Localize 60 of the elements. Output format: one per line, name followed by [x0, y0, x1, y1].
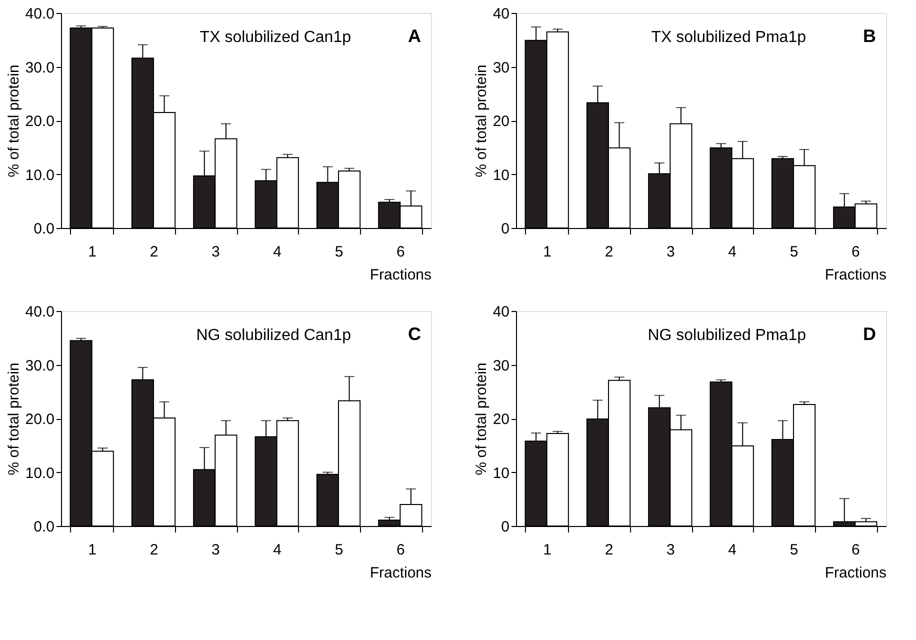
x-tick-label: 4 — [728, 542, 737, 558]
x-tick-label: 2 — [604, 244, 614, 260]
x-tick-label: 5 — [790, 542, 798, 558]
x-tick-label: 1 — [88, 542, 97, 558]
x-tick-label: 2 — [150, 542, 158, 558]
y-tick-label: 20.0 — [25, 113, 54, 130]
text: TX solubilized Can1p — [200, 29, 352, 46]
text: NG solubilized Can1p — [196, 327, 352, 344]
y-tick-label: 30.0 — [25, 59, 54, 76]
x-tick-label: 5 — [790, 244, 798, 260]
y-tick-label: 40 — [492, 304, 510, 320]
annotation: D — [863, 324, 876, 344]
y-tick-label: 0.0 — [34, 220, 54, 238]
x-tick-label: 1 — [543, 244, 552, 260]
x-tick-label: 6 — [851, 244, 860, 260]
y-tick-label: 0 — [501, 518, 510, 536]
text: NG solubilized Pma1p — [648, 327, 806, 344]
x-tick-label: 6 — [396, 542, 405, 558]
x-tick-label: 1 — [88, 244, 97, 260]
y-axis-title: % of total protein — [472, 362, 490, 476]
x-tick-label: 3 — [211, 542, 220, 558]
annotation: C — [408, 324, 421, 344]
x-tick-label: 3 — [211, 244, 220, 260]
x-axis-title: Fractions — [370, 266, 432, 284]
y-tick-label: 30 — [492, 357, 510, 374]
y-tick-label: 10.0 — [25, 166, 54, 184]
x-tick-label: 2 — [150, 244, 158, 260]
y-tick-label: 10 — [492, 166, 510, 184]
y-tick-label: 30 — [492, 59, 510, 76]
y-tick-label: 0 — [501, 220, 510, 238]
x-tick-label: 6 — [851, 542, 860, 558]
x-axis-title: Fractions — [370, 564, 432, 582]
x-tick-label: 3 — [666, 244, 675, 260]
x-tick-label: 6 — [396, 244, 405, 260]
y-tick-label: 20.0 — [25, 411, 54, 428]
x-tick-label: 4 — [273, 542, 282, 558]
x-tick-label: 2 — [604, 542, 614, 558]
y-tick-label: 40 — [492, 6, 510, 22]
x-axis-title: Fractions — [824, 564, 886, 582]
y-tick-label: 40.0 — [25, 6, 54, 22]
x-tick-label: 5 — [334, 244, 344, 260]
y-tick-label: 10.0 — [25, 464, 54, 482]
x-axis-title: Fractions — [824, 266, 886, 284]
annotation: A — [408, 26, 421, 46]
y-axis-title: % of total protein — [472, 64, 490, 178]
annotation: B — [863, 26, 876, 46]
y-axis-title: % of total protein — [5, 362, 22, 476]
x-tick-label: 4 — [273, 244, 282, 260]
x-tick-label: 4 — [728, 244, 737, 260]
text: TX solubilized Pma1p — [651, 29, 806, 46]
y-tick-label: 20 — [492, 113, 510, 130]
y-tick-label: 0.0 — [34, 518, 54, 536]
y-tick-label: 10 — [492, 464, 510, 482]
x-tick-label: 1 — [543, 542, 552, 558]
x-tick-label: 3 — [666, 542, 675, 558]
y-tick-label: 30.0 — [25, 357, 54, 374]
y-axis-title: % of total protein — [5, 64, 22, 178]
y-tick-label: 40.0 — [25, 304, 54, 320]
y-tick-label: 20 — [492, 411, 510, 428]
x-tick-label: 5 — [334, 542, 344, 558]
